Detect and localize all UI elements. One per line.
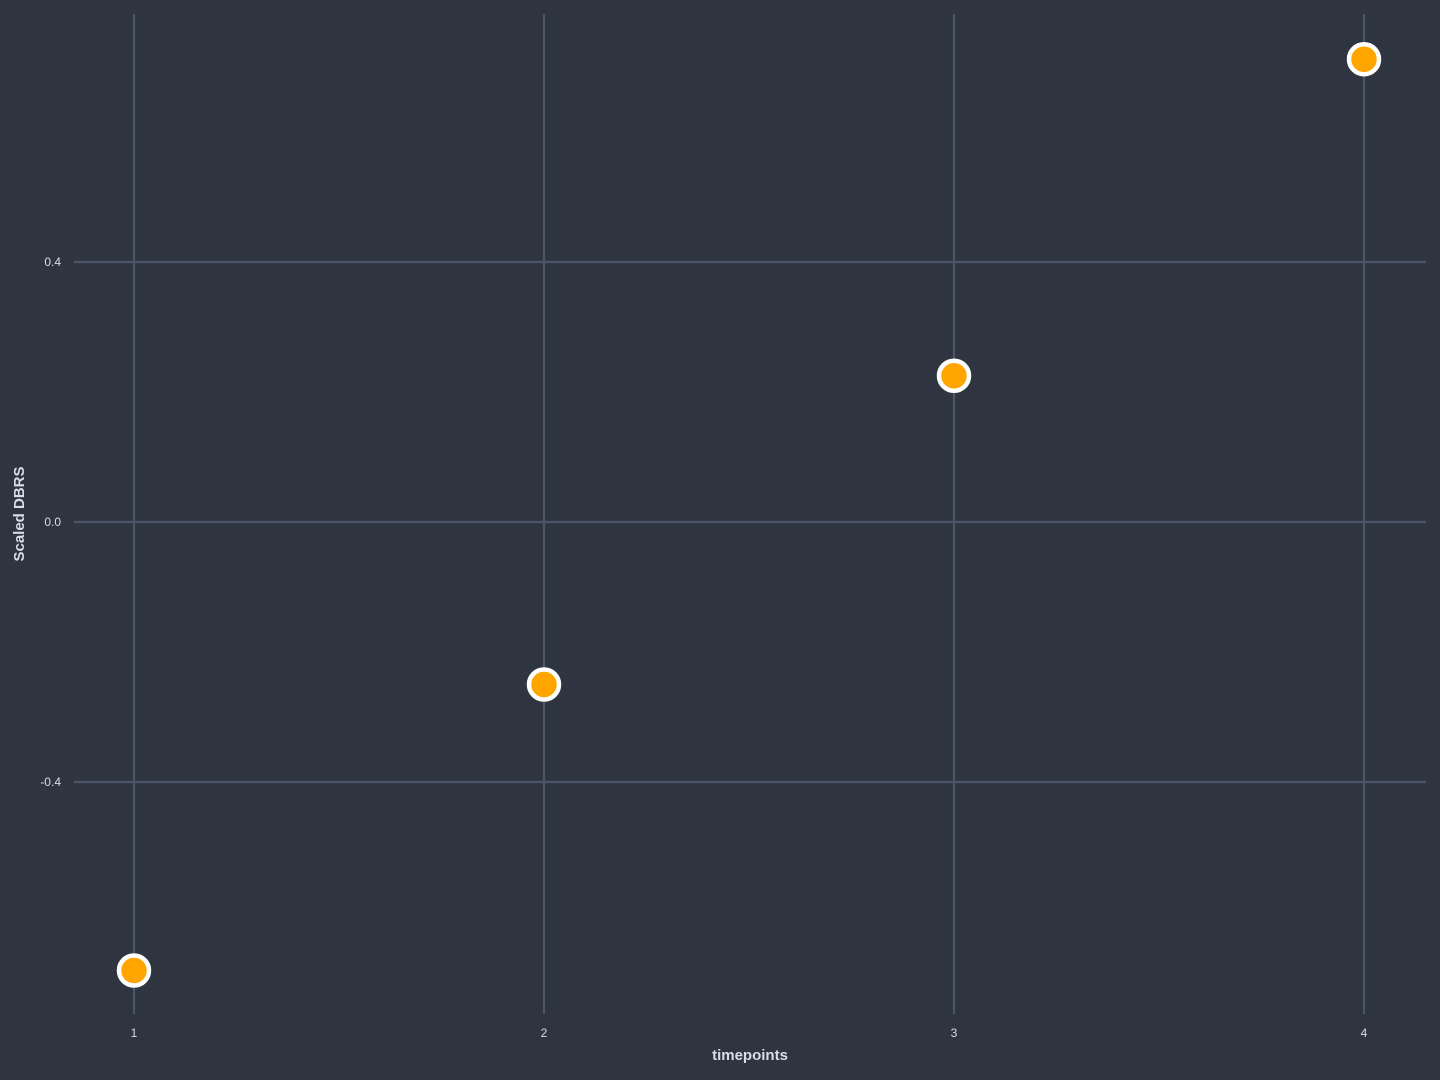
x-axis-title: timepoints [712,1047,788,1064]
data-point [116,953,152,988]
y-axis-title: Scaled DBRS [11,466,28,561]
y-tick-label: 0.4 [44,255,61,269]
data-point [1346,41,1382,77]
data-points [116,41,1382,988]
x-tick-label: 1 [131,1026,138,1040]
x-tick-label: 3 [951,1026,958,1040]
x-tick-label: 2 [541,1026,548,1040]
data-point [936,358,972,393]
y-tick-label: 0.0 [44,515,61,529]
x-tick-label: 4 [1361,1026,1368,1040]
grid-lines [74,14,1426,1014]
y-tick-label: -0.4 [40,775,61,789]
tick-labels: 1 2 3 4 -0.4 0.0 0.4 [40,255,1367,1040]
data-point [526,667,562,702]
